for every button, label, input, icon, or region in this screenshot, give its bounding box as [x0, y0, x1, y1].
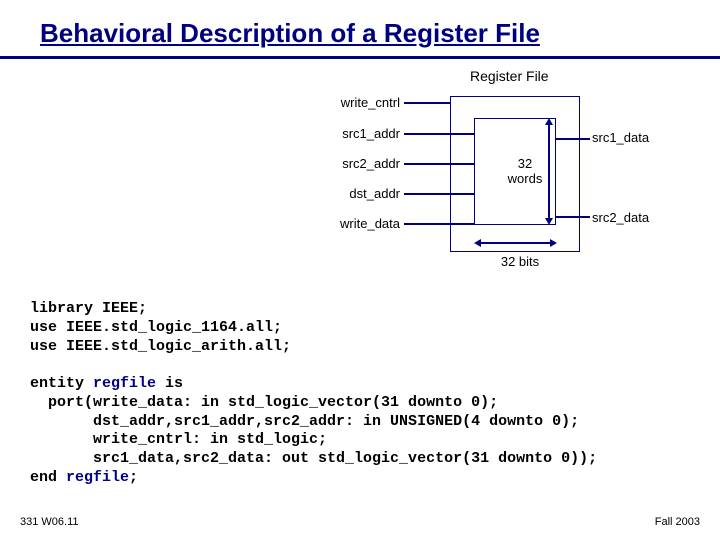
box-label-words: words	[500, 171, 550, 186]
label-src2-addr: src2_addr	[320, 156, 400, 171]
code-l8: src1_data,src2_data: out std_logic_vecto…	[30, 450, 597, 467]
line-src2-addr	[404, 163, 450, 165]
code-l7: write_cntrl: in std_logic;	[30, 431, 327, 448]
v-arrow-line	[548, 124, 550, 220]
label-write-data: write_data	[320, 216, 400, 231]
footer-left: 331 W06.11	[20, 516, 79, 528]
code-l9a: end	[30, 469, 66, 486]
code-l5: port(write_data: in std_logic_vector(31 …	[30, 394, 498, 411]
code-l1: library IEEE;	[30, 300, 147, 317]
title-rule	[0, 56, 720, 59]
stub-dst	[450, 193, 474, 195]
line-write-data	[404, 223, 450, 225]
stub-out2	[556, 216, 580, 218]
code-l4c: is	[156, 375, 183, 392]
v-arrow-down	[545, 218, 553, 225]
box-label-32: 32	[500, 156, 550, 171]
line-write-cntrl	[404, 102, 450, 104]
v-arrow-up	[545, 118, 553, 125]
register-file-diagram: Register File write_cntrl src1_addr src2…	[320, 68, 640, 268]
label-src2-data: src2_data	[592, 210, 649, 225]
line-out1	[580, 138, 590, 140]
line-out2	[580, 216, 590, 218]
line-dst-addr	[404, 193, 450, 195]
h-arrow-line	[480, 242, 552, 244]
stub-write-data	[450, 223, 474, 225]
label-write-cntrl: write_cntrl	[320, 95, 400, 110]
diagram-caption: Register File	[470, 68, 549, 84]
code-l6: dst_addr,src1_addr,src2_addr: in UNSIGNE…	[30, 413, 579, 430]
label-dst-addr: dst_addr	[320, 186, 400, 201]
h-arrow-left	[474, 239, 481, 247]
stub-src2	[450, 163, 474, 165]
code-l3: use IEEE.std_logic_arith.all;	[30, 338, 291, 355]
footer-right: Fall 2003	[655, 516, 700, 528]
bits-label: 32 bits	[490, 254, 550, 269]
stub-src1	[450, 133, 474, 135]
code-l4a: entity	[30, 375, 93, 392]
code-l9b: regfile	[66, 469, 129, 486]
code-l2: use IEEE.std_logic_1164.all;	[30, 319, 282, 336]
code-l9c: ;	[129, 469, 138, 486]
slide-title: Behavioral Description of a Register Fil…	[40, 18, 680, 53]
stub-out1	[556, 138, 580, 140]
label-src1-data: src1_data	[592, 130, 649, 145]
vhdl-code: library IEEE; use IEEE.std_logic_1164.al…	[30, 300, 597, 488]
h-arrow-right	[550, 239, 557, 247]
label-src1-addr: src1_addr	[320, 126, 400, 141]
line-src1-addr	[404, 133, 450, 135]
code-l4b: regfile	[93, 375, 156, 392]
